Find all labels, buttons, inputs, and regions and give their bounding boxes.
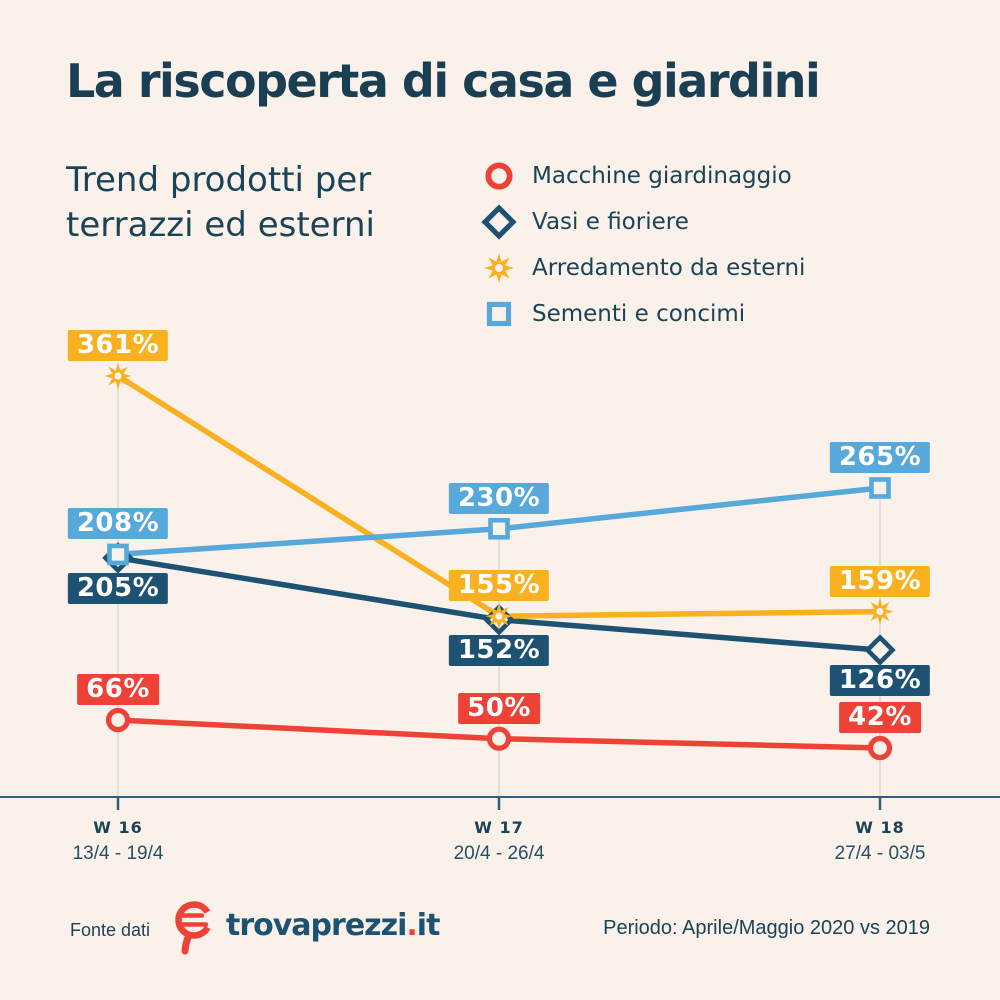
square-marker bbox=[869, 477, 891, 499]
square-marker bbox=[107, 543, 129, 566]
series-line-circle bbox=[115, 717, 883, 751]
x-axis-label: W 16 13/4 - 19/4 bbox=[73, 818, 164, 865]
week-label: W 18 bbox=[855, 818, 905, 837]
data-label: 155% bbox=[448, 570, 550, 602]
data-label: 66% bbox=[77, 674, 159, 706]
legend-label: Macchine giardinaggio bbox=[532, 163, 792, 189]
x-axis-label: W 17 20/4 - 26/4 bbox=[454, 818, 545, 865]
data-label: 208% bbox=[67, 508, 169, 540]
data-label: 159% bbox=[829, 565, 931, 597]
legend-label: Arredamento da esterni bbox=[532, 255, 806, 281]
star-marker-center bbox=[495, 612, 503, 620]
data-label: 361% bbox=[67, 330, 169, 361]
star-legend-icon bbox=[483, 252, 515, 284]
legend-label: Vasi e fioriere bbox=[532, 209, 689, 235]
data-label: 152% bbox=[448, 634, 550, 666]
series-line-diamond bbox=[115, 555, 883, 653]
chart-legend: Macchine giardinaggio Vasi e fioriere Arre… bbox=[480, 153, 805, 337]
square-marker bbox=[488, 517, 510, 540]
diamond-marker bbox=[102, 542, 134, 574]
data-label: 126% bbox=[829, 665, 931, 697]
data-label: 205% bbox=[67, 572, 169, 604]
diamond-marker bbox=[483, 603, 515, 636]
legend-item: Arredamento da esterni bbox=[480, 245, 805, 291]
star-marker bbox=[104, 362, 132, 390]
star-marker-center bbox=[876, 607, 884, 616]
square-marker bbox=[486, 301, 512, 327]
week-label: W 17 bbox=[474, 818, 524, 837]
legend-label: Sementi e concimi bbox=[532, 301, 746, 327]
series-line-square bbox=[115, 485, 883, 558]
circle-marker bbox=[485, 162, 513, 190]
source-label: Fonte dati bbox=[70, 920, 151, 940]
magnifier-euro-icon bbox=[175, 901, 213, 955]
page-title: La riscoperta di casa e giardini bbox=[66, 54, 821, 108]
circle-legend-icon bbox=[485, 162, 513, 190]
logo-wordmark: trovaprezzi.it bbox=[226, 907, 440, 943]
diamond-marker bbox=[481, 204, 517, 240]
series-line-star bbox=[115, 373, 883, 619]
data-label: 42% bbox=[839, 702, 921, 734]
circle-marker bbox=[486, 726, 512, 751]
date-range-label: 27/4 - 03/5 bbox=[834, 843, 926, 864]
circle-marker bbox=[105, 707, 131, 733]
period-label: Periodo: Aprile/Maggio 2020 vs 2019 bbox=[603, 917, 930, 939]
chart-subtitle: Trend prodotti per terrazzi ed esterni bbox=[66, 160, 375, 246]
week-label: W 16 bbox=[93, 818, 143, 837]
circle-marker bbox=[867, 735, 893, 761]
data-label: 265% bbox=[829, 441, 931, 473]
data-label: 50% bbox=[458, 692, 540, 724]
date-range-label: 13/4 - 19/4 bbox=[72, 843, 164, 864]
data-label: 230% bbox=[448, 482, 550, 514]
square-legend-icon bbox=[486, 301, 512, 327]
legend-item: Vasi e fioriere bbox=[480, 199, 805, 245]
star-marker-center bbox=[114, 372, 122, 380]
star-marker bbox=[485, 602, 513, 630]
legend-item: Macchine giardinaggio bbox=[480, 153, 805, 199]
legend-item: Sementi e concimi bbox=[480, 291, 805, 337]
star-marker-center bbox=[494, 263, 504, 273]
diamond-legend-icon bbox=[481, 204, 517, 240]
date-range-label: 20/4 - 26/4 bbox=[453, 843, 545, 864]
trovaprezzi-logo: trovaprezzi.it bbox=[172, 898, 440, 960]
star-marker bbox=[866, 598, 894, 626]
x-axis-label: W 18 27/4 - 03/5 bbox=[835, 818, 926, 865]
diamond-marker bbox=[864, 634, 896, 666]
